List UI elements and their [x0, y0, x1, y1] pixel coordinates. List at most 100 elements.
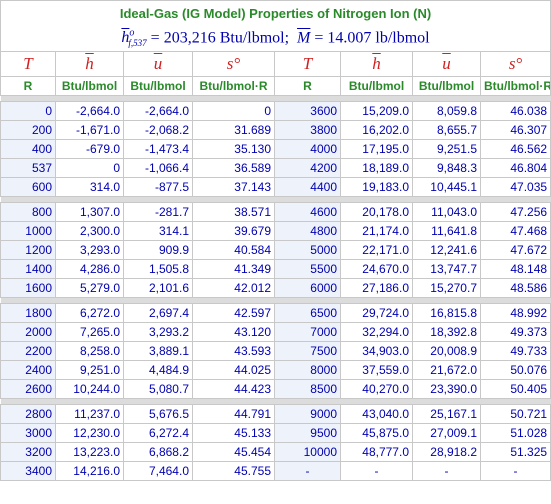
value: 14,216.0	[55, 461, 124, 481]
data-row: 1600 5,279.0 2,101.6 42.012 6000 27,186.0 15,2…	[0, 278, 551, 298]
value: 45.454	[192, 442, 275, 462]
data-row: 1800 6,272.0 2,697.4 42.597 6500 29,724.0 16,8…	[0, 303, 551, 323]
value: 6,272.4	[123, 423, 193, 443]
value: 1,307.0	[55, 202, 124, 222]
data-row: 1400 4,286.0 1,505.8 41.349 5500 24,670.0 13,7…	[0, 259, 551, 279]
value: 21,672.0	[412, 360, 481, 380]
data-row: 800 1,307.0 -281.7 38.571 4600 20,178.0 11,043…	[0, 202, 551, 222]
value: 17,195.0	[340, 139, 413, 159]
value: -1,473.4	[123, 139, 193, 159]
column-unit: Btu/lbmol	[55, 76, 124, 96]
data-row: 3000 12,230.0 6,272.4 45.133 9500 45,875.0 27,…	[0, 423, 551, 443]
value: 3,889.1	[123, 341, 193, 361]
properties-table: Ideal-Gas (IG Model) Properties of Nitro…	[0, 0, 551, 481]
temperature: 6000	[274, 278, 341, 298]
value: 16,202.0	[340, 120, 413, 140]
temperature: 1200	[0, 240, 56, 260]
data-row: 200 -1,671.0 -2,068.2 31.689 3800 16,202.0 8,6…	[0, 120, 551, 140]
value: 46.038	[479, 101, 551, 121]
temperature: 3400	[0, 461, 56, 481]
temperature: 4600	[274, 202, 341, 222]
value: 22,171.0	[340, 240, 413, 260]
value: 43,040.0	[340, 404, 413, 424]
title: Ideal-Gas (IG Model) Properties of Nitro…	[0, 0, 551, 25]
value: 9,848.3	[412, 158, 481, 178]
temperature: 1000	[0, 221, 56, 241]
value: 21,174.0	[340, 221, 413, 241]
value: 37.143	[192, 177, 275, 197]
value: 47.468	[479, 221, 551, 241]
value: 12,241.6	[412, 240, 481, 260]
value: 49.733	[479, 341, 551, 361]
data-row: 1000 2,300.0 314.1 39.679 4800 21,174.0 11,641…	[0, 221, 551, 241]
value: -	[412, 461, 481, 481]
value: 23,390.0	[412, 379, 481, 399]
column-symbol: s°	[192, 51, 275, 77]
value: 31.689	[192, 120, 275, 140]
value: 44.423	[192, 379, 275, 399]
column-symbol: T	[274, 51, 341, 77]
value: -2,664.0	[123, 101, 193, 121]
value: 46.307	[479, 120, 551, 140]
value: 15,209.0	[340, 101, 413, 121]
equation: = 14.007 lb/lbmol	[314, 29, 430, 47]
value: 10,445.1	[412, 177, 481, 197]
value: 34,903.0	[340, 341, 413, 361]
temperature: 4000	[274, 139, 341, 159]
temperature: 2200	[0, 341, 56, 361]
value: 0	[192, 101, 275, 121]
value: -2,068.2	[123, 120, 193, 140]
value: 47.256	[479, 202, 551, 222]
value: 909.9	[123, 240, 193, 260]
value: 6,272.0	[55, 303, 124, 323]
value: 32,294.0	[340, 322, 413, 342]
value: 42.597	[192, 303, 275, 323]
column-unit: Btu/lbmol·R	[479, 76, 551, 96]
value: 11,237.0	[55, 404, 124, 424]
value: 38.571	[192, 202, 275, 222]
value: 48.992	[479, 303, 551, 323]
value: 49.373	[479, 322, 551, 342]
temperature: 537	[0, 158, 56, 178]
temperature: 9000	[274, 404, 341, 424]
value: 41.349	[192, 259, 275, 279]
value: 3,293.0	[55, 240, 124, 260]
equation: = 203,216 Btu/lbmol;	[150, 29, 290, 47]
value: 6,868.2	[123, 442, 193, 462]
temperature: 0	[0, 101, 56, 121]
value: 2,101.6	[123, 278, 193, 298]
temperature: 5000	[274, 240, 341, 260]
column-unit: R	[274, 76, 341, 96]
value: 40,270.0	[340, 379, 413, 399]
temperature: 600	[0, 177, 56, 197]
value: -	[340, 461, 413, 481]
value: 16,815.8	[412, 303, 481, 323]
temperature: 10000	[274, 442, 341, 462]
title-row: Ideal-Gas (IG Model) Properties of Nitro…	[0, 0, 551, 25]
value: 20,008.9	[412, 341, 481, 361]
value: -877.5	[123, 177, 193, 197]
symbol: M	[297, 29, 311, 47]
value: 13,223.0	[55, 442, 124, 462]
value: 8,655.7	[412, 120, 481, 140]
data-row: 2400 9,251.0 4,484.9 44.025 8000 37,559.0 21,6…	[0, 360, 551, 380]
value: 13,747.7	[412, 259, 481, 279]
value: 24,670.0	[340, 259, 413, 279]
temperature: 800	[0, 202, 56, 222]
sup: o	[129, 27, 135, 39]
value: 43.593	[192, 341, 275, 361]
value: 314.0	[55, 177, 124, 197]
value: 50.721	[479, 404, 551, 424]
temperature: 7000	[274, 322, 341, 342]
value: 37,559.0	[340, 360, 413, 380]
value: 27,009.1	[412, 423, 481, 443]
value: -281.7	[123, 202, 193, 222]
temperature: -	[274, 461, 341, 481]
value: 2,300.0	[55, 221, 124, 241]
temperature: 1800	[0, 303, 56, 323]
data-row: 600 314.0 -877.5 37.143 4400 19,183.0 10,445.1…	[0, 177, 551, 197]
separator	[0, 95, 551, 102]
data-row: 2800 11,237.0 5,676.5 44.791 9000 43,040.0 25,…	[0, 404, 551, 424]
value: 48.148	[479, 259, 551, 279]
